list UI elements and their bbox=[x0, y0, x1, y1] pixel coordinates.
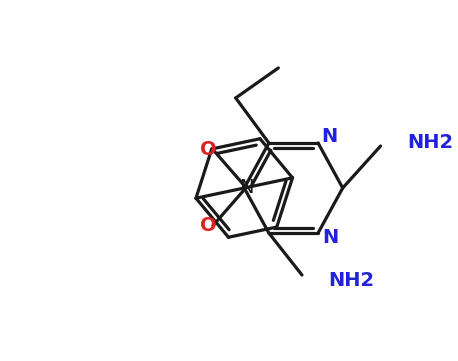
Text: O: O bbox=[200, 216, 217, 235]
Text: N: N bbox=[321, 127, 337, 147]
Text: N: N bbox=[239, 178, 253, 197]
Text: NH2: NH2 bbox=[407, 132, 453, 152]
Text: NH2: NH2 bbox=[328, 270, 375, 290]
Text: N: N bbox=[322, 227, 338, 247]
Text: O: O bbox=[200, 140, 217, 159]
